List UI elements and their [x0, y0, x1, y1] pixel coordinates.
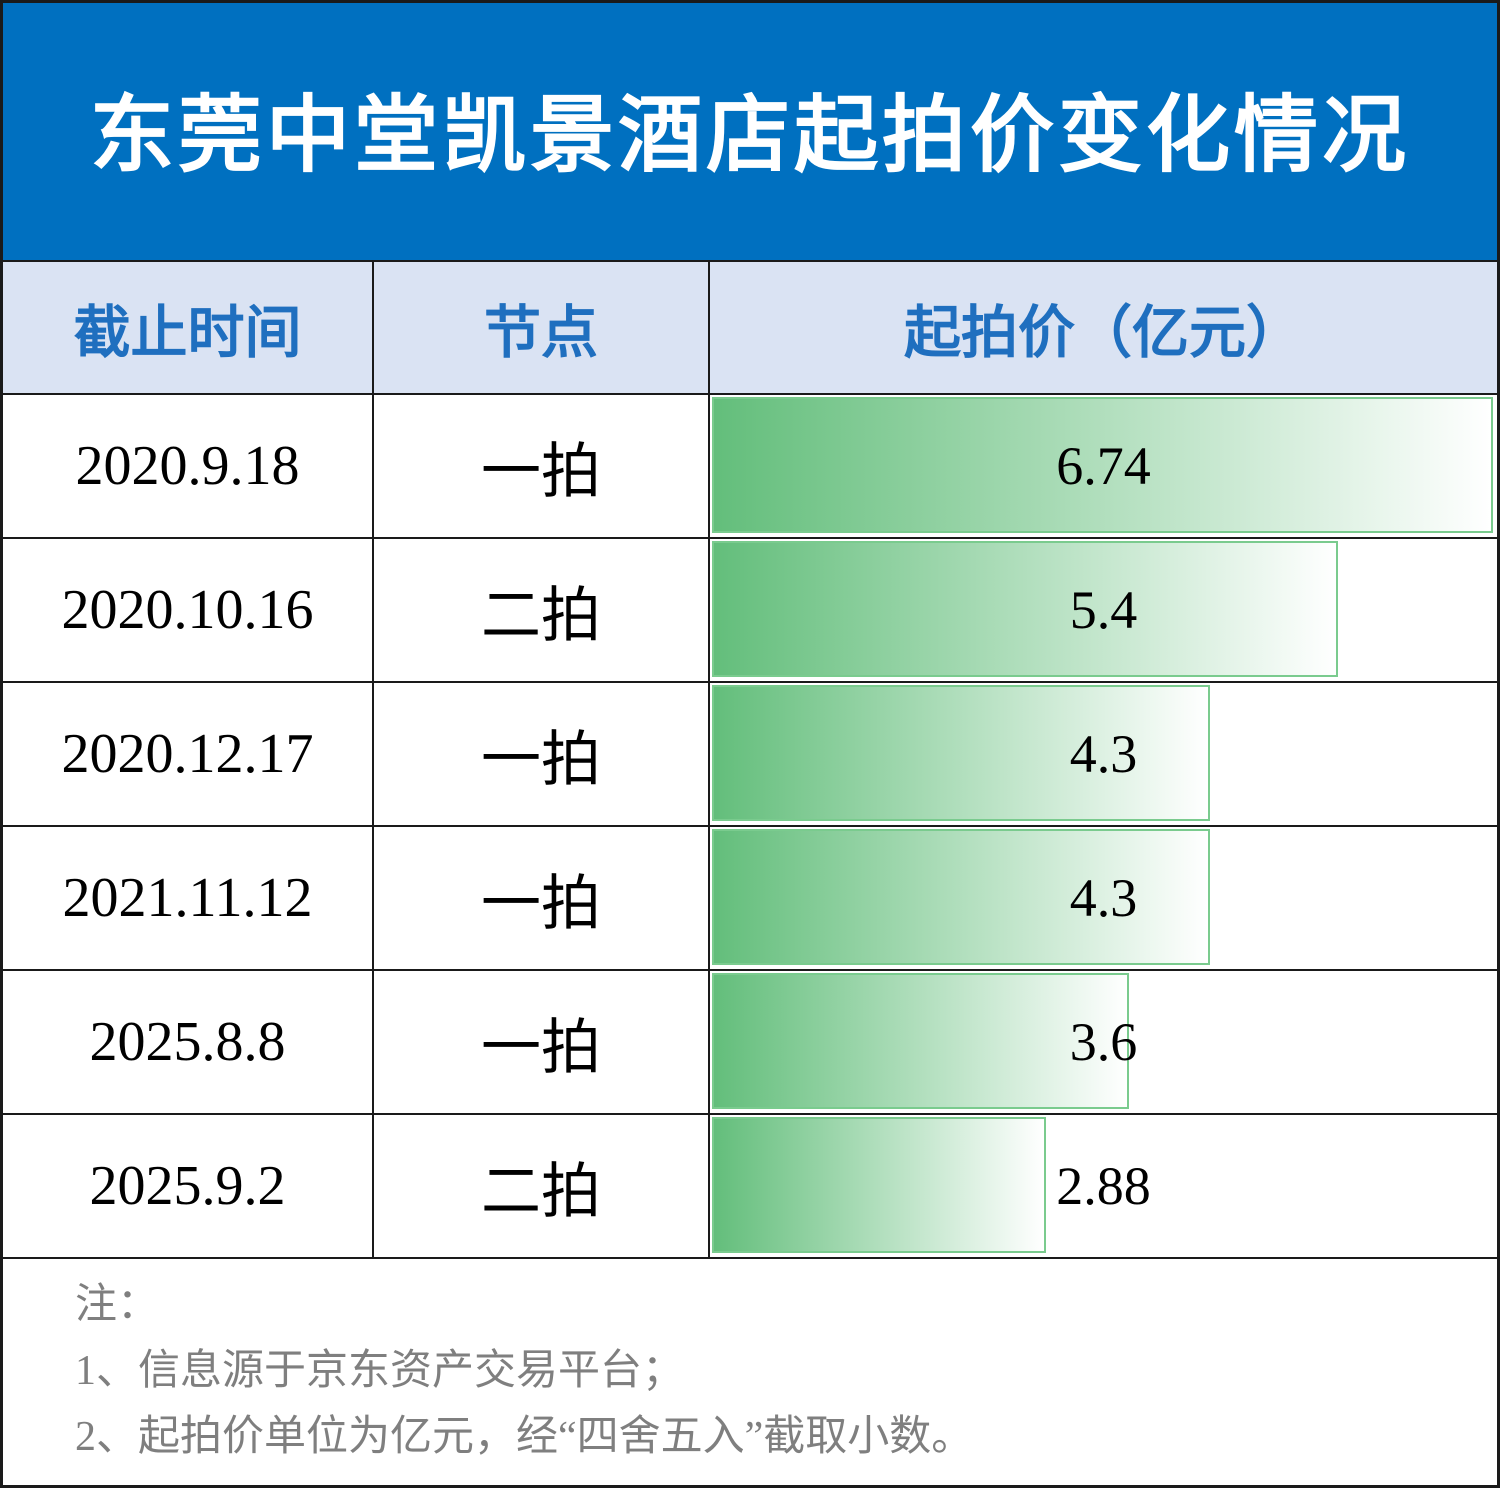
price-cell: 6.74 — [710, 395, 1497, 537]
date-cell: 2020.10.16 — [3, 539, 374, 681]
price-bar — [712, 685, 1211, 821]
node-cell: 一拍 — [374, 971, 710, 1113]
node-cell: 二拍 — [374, 1115, 710, 1257]
price-bar — [712, 829, 1211, 965]
price-label: 4.3 — [1069, 724, 1138, 784]
table-title: 东莞中堂凯景酒店起拍价变化情况 — [89, 85, 1410, 184]
price-table: 截止时间 节点 起拍价（亿元） 2020.9.18 一拍 6.74 2020.1… — [3, 262, 1497, 1259]
notes-heading: 注： — [75, 1282, 160, 1328]
price-cell: 4.3 — [710, 683, 1497, 825]
notes-section: 注： 1、信息源于京东资产交易平台； 2、起拍价单位为亿元，经“四舍五入”截取小… — [3, 1259, 1497, 1485]
date-cell: 2021.11.12 — [3, 827, 374, 969]
price-label: 5.4 — [1069, 580, 1138, 640]
price-label: 4.3 — [1069, 868, 1138, 928]
price-label: 3.6 — [1069, 1012, 1138, 1072]
header-starting-price: 起拍价（亿元） — [904, 299, 1303, 366]
table-row: 2020.9.18 一拍 6.74 — [3, 395, 1497, 539]
price-cell: 2.88 — [710, 1115, 1497, 1257]
price-label: 6.74 — [1056, 436, 1151, 496]
title-banner: 东莞中堂凯景酒店起拍价变化情况 — [3, 3, 1497, 262]
price-bar — [712, 397, 1493, 533]
price-bar — [712, 1117, 1046, 1253]
price-bar — [712, 973, 1130, 1109]
date-cell: 2025.8.8 — [3, 971, 374, 1113]
price-cell: 4.3 — [710, 827, 1497, 969]
node-cell: 一拍 — [374, 395, 710, 537]
table-row: 2020.12.17 一拍 4.3 — [3, 683, 1497, 827]
note-item: 1、信息源于京东资产交易平台； — [75, 1348, 685, 1394]
table-header-row: 截止时间 节点 起拍价（亿元） — [3, 262, 1497, 395]
price-bar — [712, 541, 1338, 677]
price-cell: 3.6 — [710, 971, 1497, 1113]
date-cell: 2025.9.2 — [3, 1115, 374, 1257]
table-row: 2025.9.2 二拍 2.88 — [3, 1115, 1497, 1259]
node-cell: 二拍 — [374, 539, 710, 681]
header-deadline: 截止时间 — [3, 262, 374, 393]
table-row: 2020.10.16 二拍 5.4 — [3, 539, 1497, 683]
price-label: 2.88 — [1056, 1156, 1151, 1216]
note-item: 2、起拍价单位为亿元，经“四舍五入”截取小数。 — [75, 1414, 974, 1460]
table-row: 2025.8.8 一拍 3.6 — [3, 971, 1497, 1115]
node-cell: 一拍 — [374, 683, 710, 825]
date-cell: 2020.12.17 — [3, 683, 374, 825]
date-cell: 2020.9.18 — [3, 395, 374, 537]
node-cell: 一拍 — [374, 827, 710, 969]
header-node: 节点 — [374, 262, 710, 393]
table-row: 2021.11.12 一拍 4.3 — [3, 827, 1497, 971]
price-cell: 5.4 — [710, 539, 1497, 681]
